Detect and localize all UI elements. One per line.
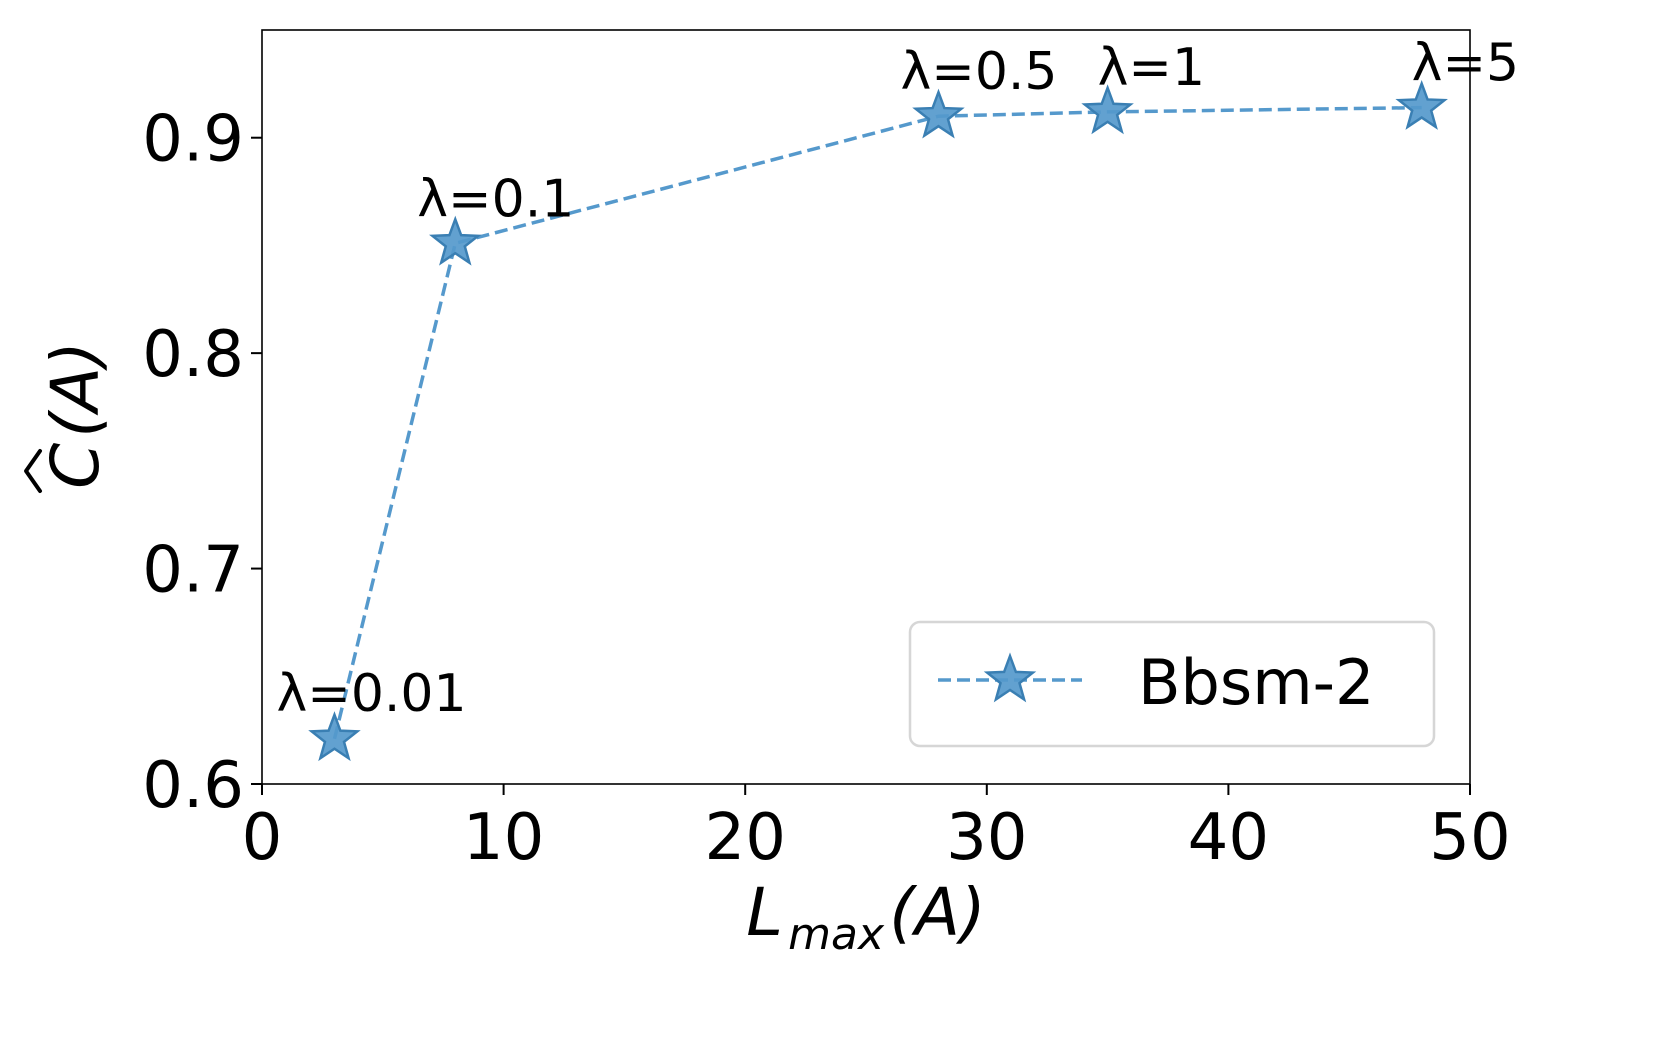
plot-border xyxy=(261,29,1471,785)
axis-ticks: 0 10 20 30 40 50 0.6 0.7 0.8 0.9 xyxy=(142,103,1511,875)
point-annotation: λ=1 xyxy=(1098,38,1205,98)
y-axis-label-main: C xyxy=(37,443,114,489)
data-point-star xyxy=(308,711,361,762)
y-tick-label: 0.6 xyxy=(142,749,244,823)
point-annotation: λ=0.5 xyxy=(900,42,1057,102)
legend-box xyxy=(908,620,1436,748)
y-axis-label: C (A) xyxy=(37,341,114,489)
x-tick-label: 10 xyxy=(463,801,544,875)
y-tick-label: 0.9 xyxy=(142,103,244,177)
data-point-star xyxy=(912,88,965,139)
x-tick-label: 30 xyxy=(946,801,1027,875)
x-axis-label-tail: (A) xyxy=(889,874,986,951)
x-tick-label: 50 xyxy=(1429,801,1510,875)
x-tick-label: 0 xyxy=(242,801,283,875)
x-axis-label-main: L xyxy=(746,874,783,951)
plot-area xyxy=(261,29,1471,785)
data-annotations: λ=0.01 λ=0.1 λ=0.5 λ=1 λ=5 xyxy=(276,34,1519,724)
data-point-star xyxy=(429,215,482,266)
point-annotation: λ=0.01 xyxy=(276,664,466,724)
y-axis-label-group: C (A) xyxy=(24,341,114,493)
legend-star-marker xyxy=(983,652,1037,703)
x-axis-label: L max (A) xyxy=(746,874,986,960)
x-tick-label: 20 xyxy=(704,801,785,875)
legend-label: Bbsm-2 xyxy=(1138,646,1374,719)
point-annotation: λ=0.1 xyxy=(417,169,574,229)
y-tick-label: 0.8 xyxy=(142,318,244,392)
y-axis-label-hat-accent xyxy=(24,449,42,493)
y-tick-label: 0.7 xyxy=(142,534,244,608)
y-axis-label-tail: (A) xyxy=(37,341,114,438)
data-markers xyxy=(308,79,1448,762)
data-point-star xyxy=(1395,79,1448,130)
x-axis-label-subscript: max xyxy=(788,909,885,960)
legend: Bbsm-2 xyxy=(908,620,1436,748)
point-annotation: λ=5 xyxy=(1412,34,1519,94)
x-tick-label: 40 xyxy=(1188,801,1269,875)
data-point-star xyxy=(1081,84,1134,135)
